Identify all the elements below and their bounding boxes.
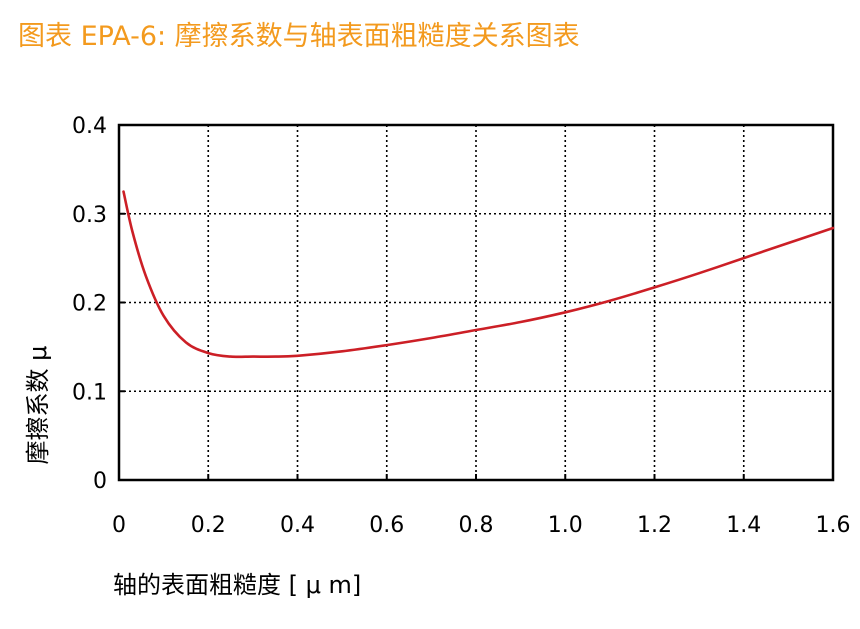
- x-tick-label: 0.8: [459, 513, 494, 538]
- x-tick-label: 0.2: [191, 513, 226, 538]
- y-tick-label: 0.1: [72, 380, 107, 405]
- y-tick-label: 0.4: [72, 114, 107, 139]
- grid-layer: [119, 125, 833, 480]
- x-tick-label: 1.6: [816, 513, 851, 538]
- x-axis-ticks: 0 0.2 0.4 0.6 0.8 1.0 1.2 1.4 1.6: [112, 474, 851, 538]
- series-line: [122, 190, 835, 359]
- y-tick-label: 0.3: [72, 203, 107, 228]
- x-tick-label: 0: [112, 513, 126, 538]
- y-tick-label: 0: [93, 469, 107, 494]
- x-tick-label: 1.0: [548, 513, 583, 538]
- x-tick-label: 0.6: [369, 513, 404, 538]
- x-tick-label: 1.4: [726, 513, 761, 538]
- y-tick-label: 0.2: [72, 292, 107, 317]
- x-tick-label: 0.4: [280, 513, 315, 538]
- y-axis-ticks: 0 0.1 0.2 0.3 0.4: [72, 114, 125, 494]
- x-axis-label: 轴的表面粗糙度 [ μ m]: [113, 571, 361, 599]
- x-tick-label: 1.2: [637, 513, 672, 538]
- series-layer: [122, 190, 835, 359]
- chart-title: 图表 EPA-6: 摩擦系数与轴表面粗糙度关系图表: [18, 21, 580, 52]
- y-axis-label: 摩擦系数 μ: [24, 346, 52, 465]
